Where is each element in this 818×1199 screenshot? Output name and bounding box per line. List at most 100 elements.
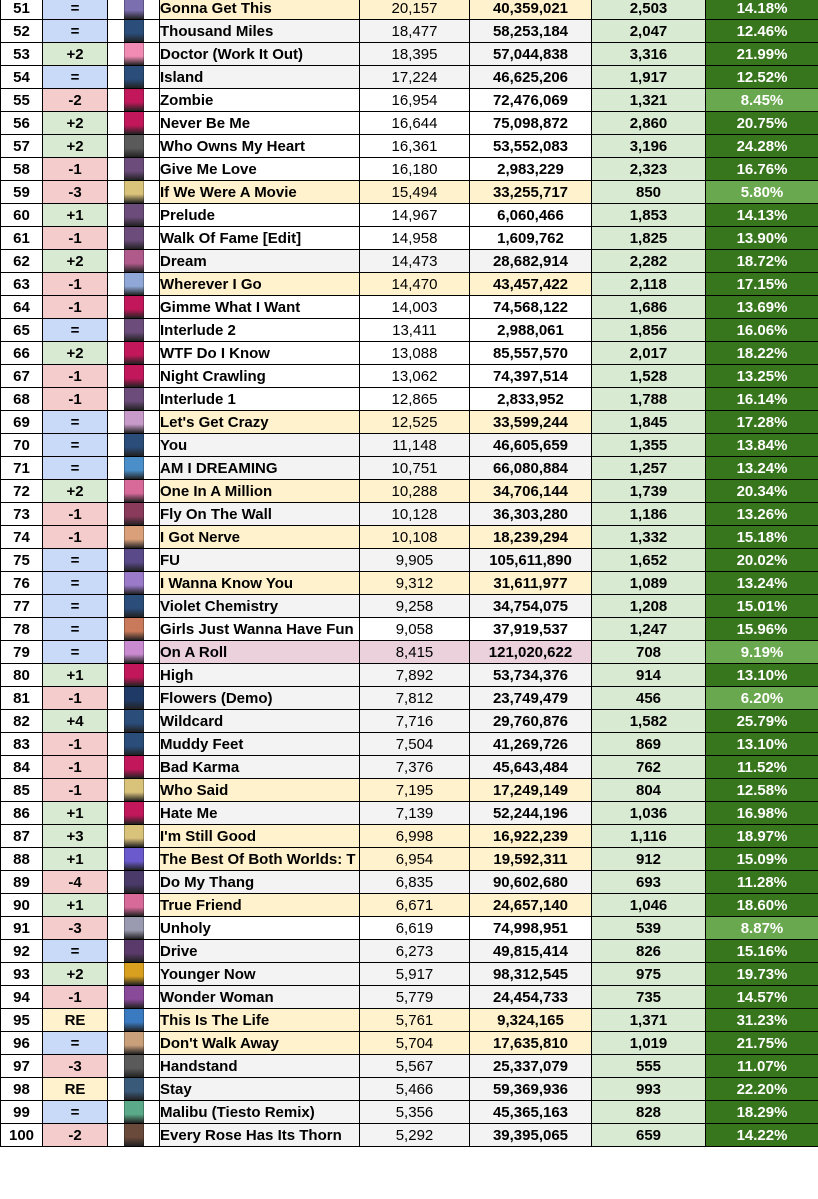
movement-cell: -1	[42, 525, 108, 549]
percent-change-cell: 14.57%	[705, 985, 818, 1009]
table-row[interactable]: 89 -4 Do My Thang 6,835 90,602,680 693 11.28%	[0, 870, 818, 894]
total-streams-cell: 105,611,890	[469, 548, 592, 572]
table-row[interactable]: 100 -2 Every Rose Has Its Thorn 5,292 39,395…	[0, 1123, 818, 1147]
daily-streams-cell: 7,376	[359, 755, 470, 779]
table-row[interactable]: 97 -3 Handstand 5,567 25,337,079 555 11.07%	[0, 1054, 818, 1078]
table-row[interactable]: 73 -1 Fly On The Wall 10,128 36,303,280 1,186…	[0, 502, 818, 526]
daily-streams-cell: 7,812	[359, 686, 470, 710]
table-row[interactable]: 98 RE Stay 5,466 59,369,936 993 22.20%	[0, 1077, 818, 1101]
cover-art-thumbnail	[123, 503, 144, 525]
table-row[interactable]: 93 +2 Younger Now 5,917 98,312,545 975 19.73%	[0, 962, 818, 986]
total-streams-cell: 58,253,184	[469, 19, 592, 43]
table-row[interactable]: 85 -1 Who Said 7,195 17,249,149 804 12.58%	[0, 778, 818, 802]
table-row[interactable]: 96 = Don't Walk Away 5,704 17,635,810 1,019 21…	[0, 1031, 818, 1055]
table-row[interactable]: 66 +2 WTF Do I Know 13,088 85,557,570 2,017 18…	[0, 341, 818, 365]
cover-art-cell	[107, 203, 160, 227]
daily-streams-cell: 7,504	[359, 732, 470, 756]
cover-art-cell	[107, 433, 160, 457]
song-title-cell: Dream	[159, 249, 360, 273]
daily-streams-cell: 7,195	[359, 778, 470, 802]
table-row[interactable]: 62 +2 Dream 14,473 28,682,914 2,282 18.72%	[0, 249, 818, 273]
table-row[interactable]: 71 = AM I DREAMING 10,751 66,080,884 1,257 13.…	[0, 456, 818, 480]
cover-art-thumbnail	[123, 135, 144, 157]
table-row[interactable]: 82 +4 Wildcard 7,716 29,760,876 1,582 25.79%	[0, 709, 818, 733]
table-row[interactable]: 70 = You 11,148 46,605,659 1,355 13.84%	[0, 433, 818, 457]
table-row[interactable]: 63 -1 Wherever I Go 14,470 43,457,422 2,118 17…	[0, 272, 818, 296]
table-row[interactable]: 54 = Island 17,224 46,625,206 1,917 12.52%	[0, 65, 818, 89]
table-row[interactable]: 77 = Violet Chemistry 9,258 34,754,075 1,208 1…	[0, 594, 818, 618]
table-row[interactable]: 51 = Gonna Get This 20,157 40,359,021 2,503 14…	[0, 0, 818, 20]
table-row[interactable]: 91 -3 Unholy 6,619 74,998,951 539 8.87%	[0, 916, 818, 940]
table-row[interactable]: 55 -2 Zombie 16,954 72,476,069 1,321 8.45%	[0, 88, 818, 112]
percent-change-cell: 18.22%	[705, 341, 818, 365]
table-row[interactable]: 59 -3 If We Were A Movie 15,494 33,255,717 85…	[0, 180, 818, 204]
table-row[interactable]: 75 = FU 9,905 105,611,890 1,652 20.02%	[0, 548, 818, 572]
table-row[interactable]: 90 +1 True Friend 6,671 24,657,140 1,046 18.60…	[0, 893, 818, 917]
daily-streams-cell: 14,967	[359, 203, 470, 227]
table-row[interactable]: 83 -1 Muddy Feet 7,504 41,269,726 869 13.10%	[0, 732, 818, 756]
daily-streams-cell: 5,466	[359, 1077, 470, 1101]
change-cell: 1,046	[591, 893, 706, 917]
total-streams-cell: 34,754,075	[469, 594, 592, 618]
table-row[interactable]: 72 +2 One In A Million 10,288 34,706,144 1,73…	[0, 479, 818, 503]
cover-art-thumbnail	[123, 664, 144, 686]
rank-cell: 61	[0, 226, 43, 250]
table-row[interactable]: 84 -1 Bad Karma 7,376 45,643,484 762 11.52%	[0, 755, 818, 779]
daily-streams-cell: 10,751	[359, 456, 470, 480]
table-row[interactable]: 88 +1 The Best Of Both Worlds: T 6,954 19,59…	[0, 847, 818, 871]
table-row[interactable]: 61 -1 Walk Of Fame [Edit] 14,958 1,609,762 1,…	[0, 226, 818, 250]
table-row[interactable]: 87 +3 I'm Still Good 6,998 16,922,239 1,116 18…	[0, 824, 818, 848]
cover-art-cell	[107, 939, 160, 963]
table-row[interactable]: 64 -1 Gimme What I Want 14,003 74,568,122 1,6…	[0, 295, 818, 319]
total-streams-cell: 24,454,733	[469, 985, 592, 1009]
movement-cell: +2	[42, 249, 108, 273]
cover-art-cell	[107, 249, 160, 273]
percent-change-cell: 19.73%	[705, 962, 818, 986]
table-row[interactable]: 56 +2 Never Be Me 16,644 75,098,872 2,860 20.7…	[0, 111, 818, 135]
table-row[interactable]: 58 -1 Give Me Love 16,180 2,983,229 2,323 16.7…	[0, 157, 818, 181]
cover-art-thumbnail	[123, 526, 144, 548]
total-streams-cell: 39,395,065	[469, 1123, 592, 1147]
table-row[interactable]: 95 RE This Is The Life 5,761 9,324,165 1,371 3…	[0, 1008, 818, 1032]
table-row[interactable]: 69 = Let's Get Crazy 12,525 33,599,244 1,845 1…	[0, 410, 818, 434]
cover-art-cell	[107, 88, 160, 112]
change-cell: 850	[591, 180, 706, 204]
table-row[interactable]: 67 -1 Night Crawling 13,062 74,397,514 1,528 1…	[0, 364, 818, 388]
table-row[interactable]: 80 +1 High 7,892 53,734,376 914 13.10%	[0, 663, 818, 687]
table-row[interactable]: 92 = Drive 6,273 49,815,414 826 15.16%	[0, 939, 818, 963]
percent-change-cell: 22.20%	[705, 1077, 818, 1101]
table-row[interactable]: 60 +1 Prelude 14,967 6,060,466 1,853 14.13%	[0, 203, 818, 227]
movement-cell: +1	[42, 847, 108, 871]
table-row[interactable]: 68 -1 Interlude 1 12,865 2,833,952 1,788 16.14…	[0, 387, 818, 411]
table-row[interactable]: 99 = Malibu (Tiesto Remix) 5,356 45,365,163 8…	[0, 1100, 818, 1124]
song-title-cell: Zombie	[159, 88, 360, 112]
table-row[interactable]: 57 +2 Who Owns My Heart 16,361 53,552,083 3,1…	[0, 134, 818, 158]
change-cell: 2,282	[591, 249, 706, 273]
percent-change-cell: 13.26%	[705, 502, 818, 526]
song-title-cell: Flowers (Demo)	[159, 686, 360, 710]
table-row[interactable]: 52 = Thousand Miles 18,477 58,253,184 2,047 12…	[0, 19, 818, 43]
daily-streams-cell: 14,470	[359, 272, 470, 296]
movement-cell: +2	[42, 42, 108, 66]
table-row[interactable]: 65 = Interlude 2 13,411 2,988,061 1,856 16.06%	[0, 318, 818, 342]
rank-cell: 71	[0, 456, 43, 480]
percent-change-cell: 11.28%	[705, 870, 818, 894]
table-row[interactable]: 78 = Girls Just Wanna Have Fun 9,058 37,919,…	[0, 617, 818, 641]
table-row[interactable]: 53 +2 Doctor (Work It Out) 18,395 57,044,838…	[0, 42, 818, 66]
rank-cell: 99	[0, 1100, 43, 1124]
table-row[interactable]: 79 = On A Roll 8,415 121,020,622 708 9.19%	[0, 640, 818, 664]
daily-streams-cell: 5,356	[359, 1100, 470, 1124]
cover-art-cell	[107, 1123, 160, 1147]
movement-cell: -1	[42, 364, 108, 388]
table-row[interactable]: 94 -1 Wonder Woman 5,779 24,454,733 735 14.57%	[0, 985, 818, 1009]
table-row[interactable]: 76 = I Wanna Know You 9,312 31,611,977 1,089 1…	[0, 571, 818, 595]
change-cell: 2,323	[591, 157, 706, 181]
song-title-cell: Girls Just Wanna Have Fun	[159, 617, 360, 641]
table-row[interactable]: 86 +1 Hate Me 7,139 52,244,196 1,036 16.98%	[0, 801, 818, 825]
song-title-cell: Wherever I Go	[159, 272, 360, 296]
change-cell: 539	[591, 916, 706, 940]
table-row[interactable]: 81 -1 Flowers (Demo) 7,812 23,749,479 456 6.20…	[0, 686, 818, 710]
cover-art-cell	[107, 456, 160, 480]
cover-art-thumbnail	[123, 1078, 144, 1100]
table-row[interactable]: 74 -1 I Got Nerve 10,108 18,239,294 1,332 15.1…	[0, 525, 818, 549]
